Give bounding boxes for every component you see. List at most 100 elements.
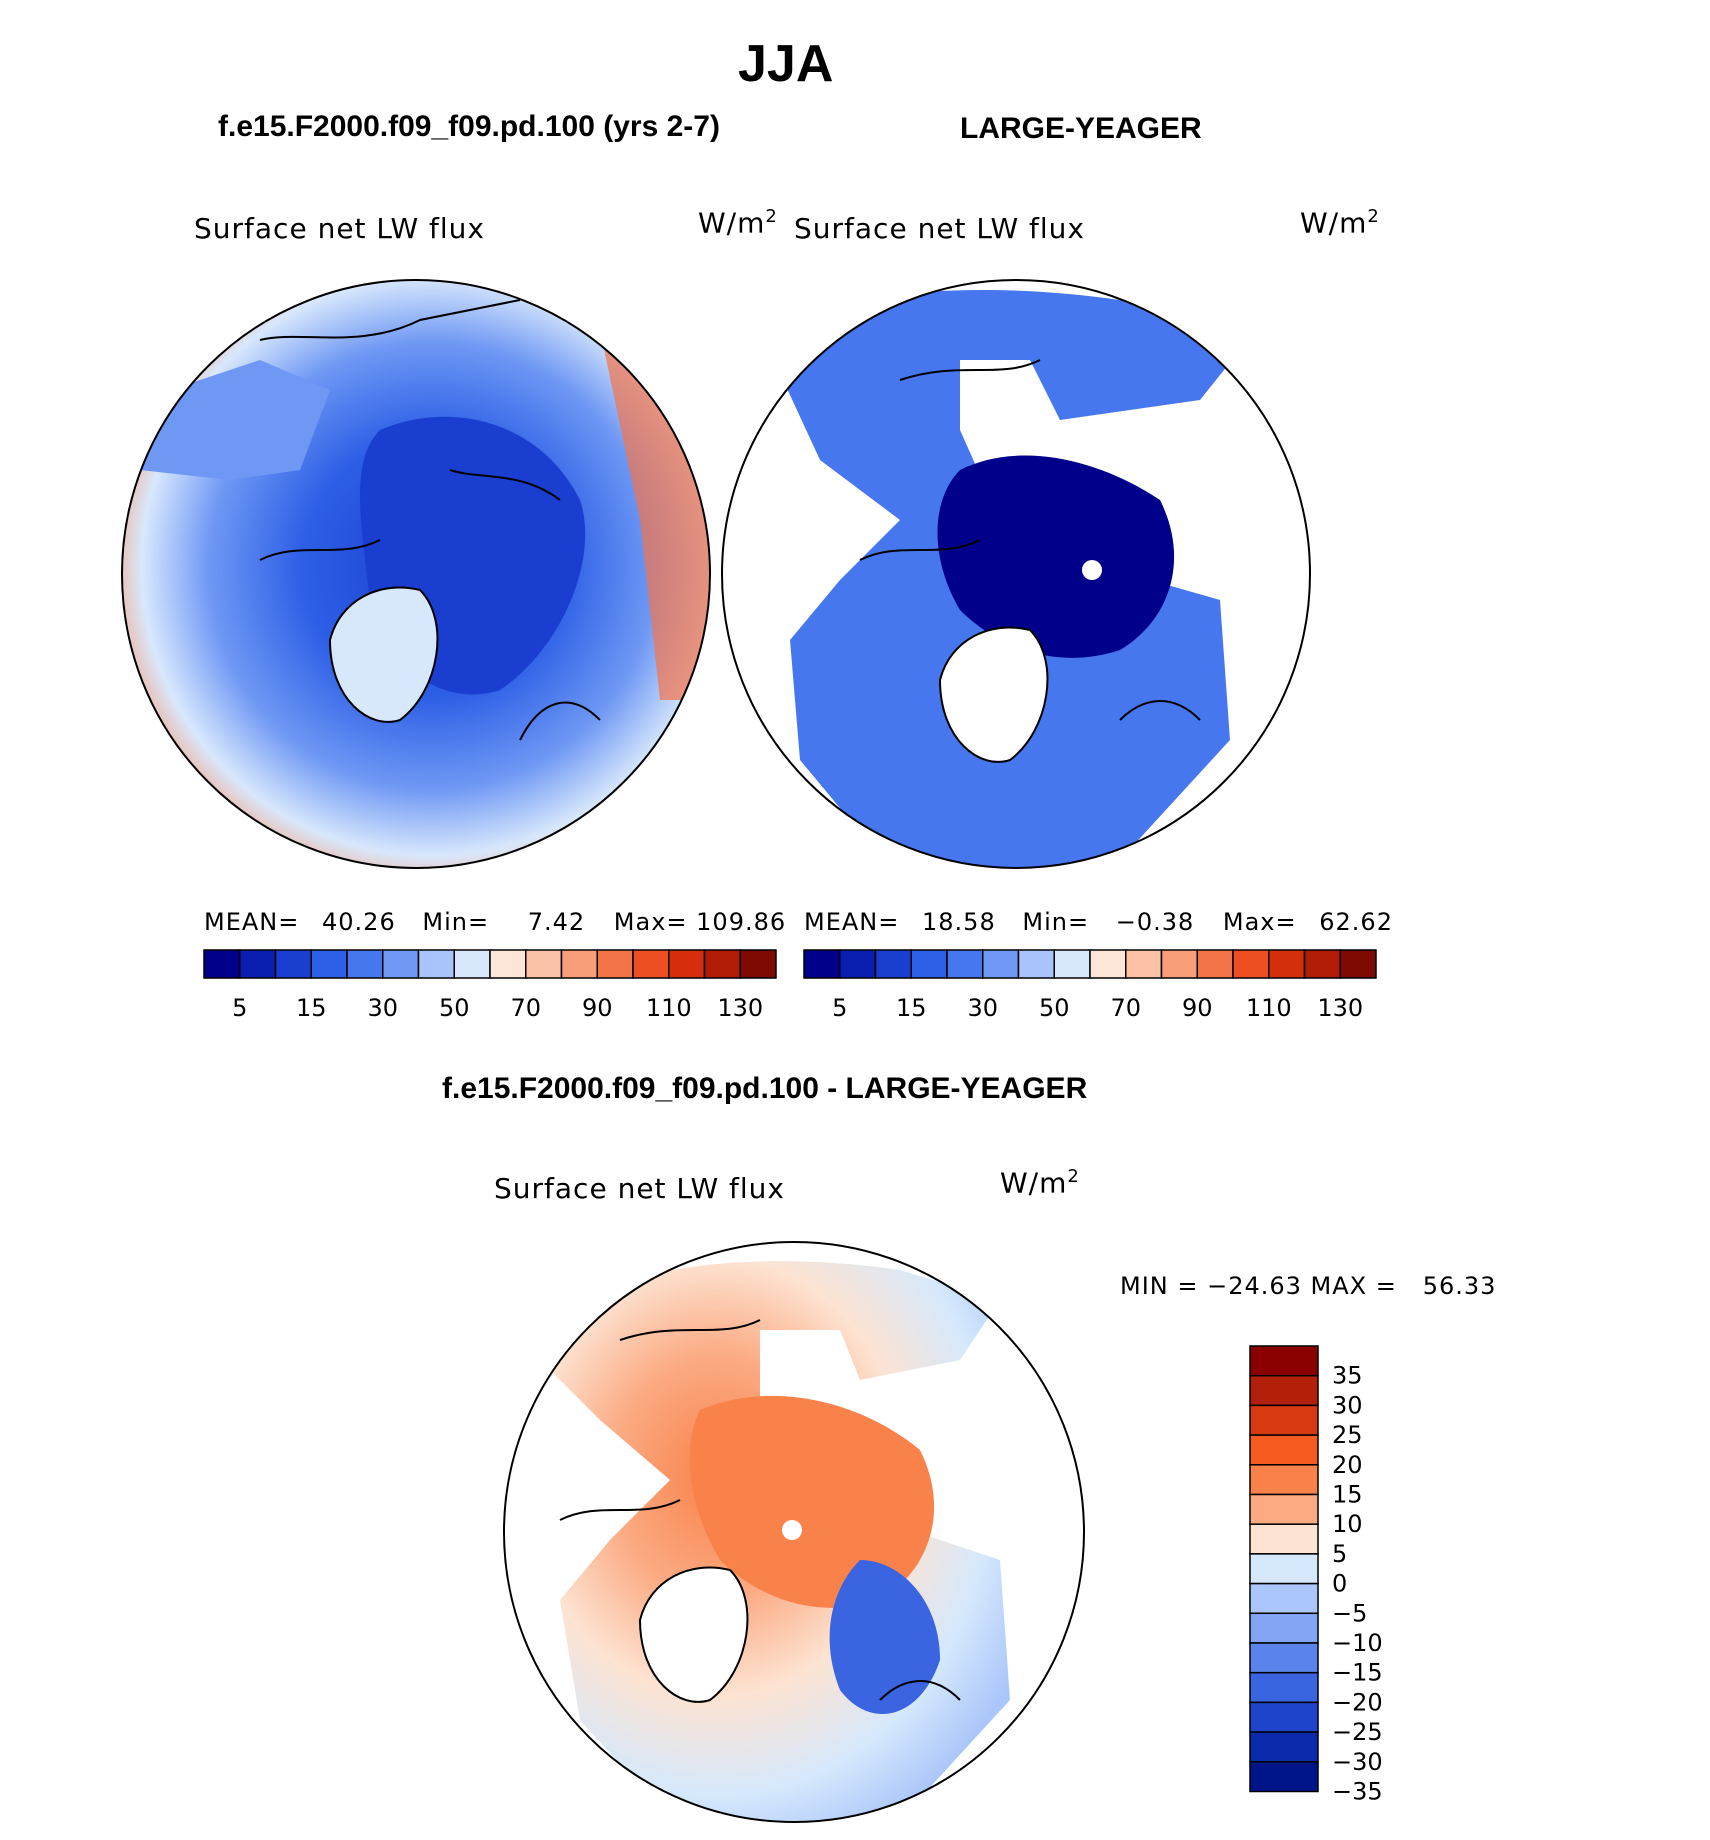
colorbar-swatch <box>1125 949 1163 979</box>
max-label: Max= <box>613 908 688 936</box>
colorbar-tick-label: −5 <box>1332 1599 1367 1627</box>
cool-anomaly <box>829 1560 940 1714</box>
colorbar-swatch <box>1249 1553 1319 1585</box>
units-exponent: 2 <box>1367 206 1380 227</box>
colorbar-swatch <box>1249 1642 1319 1674</box>
colorbar-swatch <box>739 949 777 979</box>
map-border <box>121 279 711 869</box>
colorbar-tick-label: 70 <box>1110 994 1141 1022</box>
units-text: W/m <box>698 206 766 240</box>
colorbar-swatch <box>453 949 491 979</box>
panel-right-variable: Surface net LW flux <box>794 212 1085 245</box>
colorbar-tick-label: 30 <box>967 994 998 1022</box>
min-value: 7.42 <box>527 908 586 936</box>
colorbar-swatch <box>382 949 420 979</box>
pole-hole <box>782 1520 802 1540</box>
units-text: W/m <box>1300 206 1368 240</box>
colorbar-swatch <box>417 949 455 979</box>
colorbar-swatch <box>525 949 563 979</box>
greenland <box>328 586 439 723</box>
colorbar-top-left: 5 15 30 50 70 90 110 130 <box>203 949 777 1022</box>
colorbar-swatch <box>310 949 348 979</box>
colorbar-swatch <box>1249 1345 1319 1377</box>
colorbar-tick-label: 5 <box>232 994 247 1022</box>
colorbar-swatch <box>946 949 984 979</box>
colorbar-swatch <box>1089 949 1127 979</box>
map-model <box>122 280 710 868</box>
colorbar-swatch <box>1196 949 1234 979</box>
units-text: W/m <box>1000 1166 1068 1200</box>
mean-label: MEAN= <box>204 908 300 936</box>
colorbar-swatch <box>1268 949 1306 979</box>
colorbar-swatch <box>596 949 634 979</box>
colorbar-tick-label: 30 <box>367 994 398 1022</box>
colorbar-swatch <box>1249 1404 1319 1436</box>
coastline <box>859 359 1201 721</box>
colorbar-tick-label: −25 <box>1332 1718 1383 1746</box>
colorbar-tick-label: 110 <box>646 994 692 1022</box>
greenland <box>938 626 1049 763</box>
panel-right-stats: MEAN= 18.58 Min= −0.38 Max= 62.62 <box>804 908 1393 936</box>
colorbar-tick-label: −35 <box>1332 1778 1383 1806</box>
colorbar-top-right: 5 15 30 50 70 90 110 130 <box>803 949 1377 1022</box>
colorbar-tick-label: 5 <box>832 994 847 1022</box>
units-exponent: 2 <box>765 206 778 227</box>
max-value: 62.62 <box>1319 908 1393 936</box>
colorbar-tick-label: 5 <box>1332 1540 1347 1568</box>
colorbar-tick-label: 35 <box>1332 1362 1363 1390</box>
colorbar-tick-label: 25 <box>1332 1421 1363 1449</box>
arctic-basin <box>937 455 1175 658</box>
min-value: −0.38 <box>1115 908 1195 936</box>
colorbar-swatch <box>1017 949 1055 979</box>
colorbar-swatch <box>1249 1582 1319 1615</box>
colorbar-swatch <box>1249 1464 1319 1496</box>
panel-right-header: LARGE-YEAGER <box>960 112 1202 145</box>
colorbar-swatch <box>1232 949 1270 979</box>
panel-left-stats: MEAN= 40.26 Min= 7.42 Max= 109.86 <box>204 908 786 936</box>
diff-panel-variable: Surface net LW flux <box>494 1172 785 1205</box>
land-region <box>140 360 330 480</box>
panel-left-variable: Surface net LW flux <box>194 212 485 245</box>
colorbar-swatch <box>803 949 841 979</box>
colorbar-tick-label: 50 <box>439 994 470 1022</box>
colorbar-swatch <box>489 949 527 979</box>
colorbar-swatch <box>346 949 384 979</box>
colorbar-tick-label: 20 <box>1332 1451 1363 1479</box>
max-value: 109.86 <box>696 908 787 936</box>
colorbar-tick-label: 130 <box>1317 994 1363 1022</box>
greenland <box>638 1566 749 1703</box>
coastline <box>559 1319 961 1701</box>
colorbar-swatch <box>560 949 598 979</box>
colorbar-tick-label: −15 <box>1332 1659 1383 1687</box>
colorbar-swatch <box>1160 949 1198 979</box>
diff-panel-units: W/m2 <box>1000 1166 1080 1199</box>
colorbar-tick-label: 90 <box>1182 994 1213 1022</box>
diff-minmax: MIN = −24.63 MAX = 56.33 <box>1120 1272 1497 1300</box>
colorbar-swatch <box>632 949 670 979</box>
diff-panel-header: f.e15.F2000.f09_f09.pd.100 - LARGE-YEAGE… <box>442 1072 1088 1105</box>
colorbar-swatch <box>239 949 277 979</box>
panel-right-units: W/m2 <box>1300 206 1380 239</box>
colorbar-swatch <box>982 949 1020 979</box>
max-label: Max= <box>1222 908 1297 936</box>
colorbar-tick-label: 15 <box>896 994 927 1022</box>
colorbar-tick-label: −30 <box>1332 1748 1383 1776</box>
colorbar-tick-label: 110 <box>1246 994 1292 1022</box>
colorbar-swatch <box>1249 1701 1319 1733</box>
colorbar-swatch <box>839 949 877 979</box>
coastline <box>259 299 601 741</box>
colorbar-swatch <box>1249 1612 1319 1644</box>
colorbar-swatch <box>1249 1434 1319 1466</box>
min-label: Min= <box>1022 908 1090 936</box>
panel-left-header: f.e15.F2000.f09_f09.pd.100 (yrs 2-7) <box>218 110 720 143</box>
colorbar-tick-label: 15 <box>1332 1481 1363 1509</box>
colorbar-tick-label: 70 <box>510 994 541 1022</box>
mean-value: 18.58 <box>922 908 996 936</box>
map-border <box>721 279 1311 869</box>
colorbar-tick-label: −20 <box>1332 1688 1383 1716</box>
colorbar-swatch <box>1249 1523 1319 1555</box>
map-diff <box>504 1242 1084 1822</box>
colorbar-swatch <box>703 949 741 979</box>
